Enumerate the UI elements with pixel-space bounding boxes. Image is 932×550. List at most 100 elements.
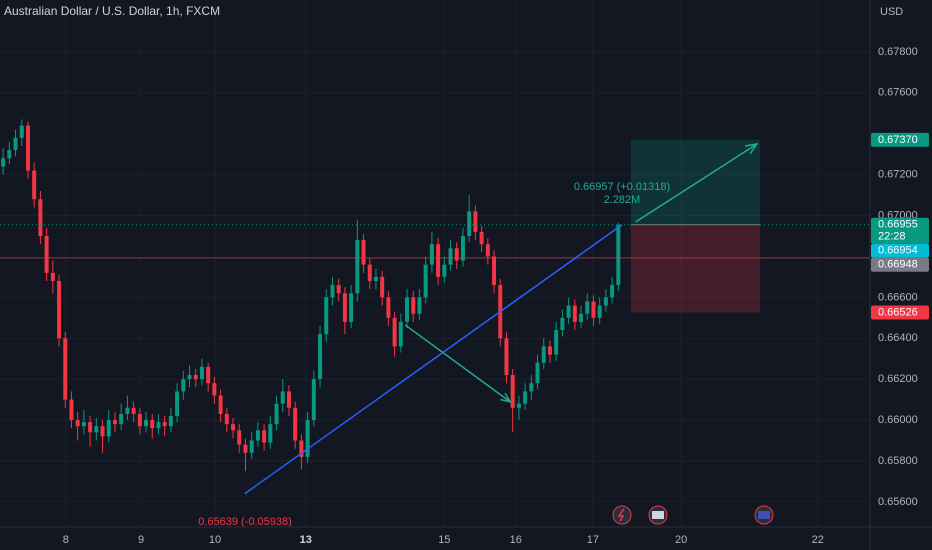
candle-body xyxy=(554,330,559,355)
candle-body xyxy=(112,420,117,425)
event-icon xyxy=(617,508,625,522)
candle-body xyxy=(504,338,509,376)
candle-body xyxy=(485,244,490,257)
candle-body xyxy=(249,440,254,453)
candle-body xyxy=(417,297,422,314)
candle-body xyxy=(448,248,453,265)
y-tick-label: 0.66200 xyxy=(878,373,918,385)
candle-body xyxy=(94,426,99,433)
candle-body xyxy=(156,422,161,429)
candle-body xyxy=(460,235,465,261)
candle-body xyxy=(318,334,323,380)
candle-body xyxy=(57,280,62,339)
candle-body xyxy=(224,413,229,425)
price-badge xyxy=(871,132,929,147)
candle-body xyxy=(125,407,130,414)
candle-body xyxy=(119,413,124,425)
candle-body xyxy=(436,244,441,277)
candle-body xyxy=(255,430,260,441)
candle-body xyxy=(299,440,304,457)
candle-body xyxy=(286,391,291,408)
price-badge-label: 0.66954 xyxy=(878,245,918,257)
candle-body xyxy=(479,231,484,245)
candle-body xyxy=(355,240,360,294)
candle-body xyxy=(69,399,74,421)
candle-body xyxy=(523,391,528,404)
candle-body xyxy=(386,297,391,318)
candle-body xyxy=(547,346,552,355)
candle-body xyxy=(367,264,372,281)
candle-body xyxy=(187,375,192,380)
candle-body xyxy=(398,321,403,347)
candle-body xyxy=(442,264,447,277)
candle-body xyxy=(336,285,341,294)
candle-body xyxy=(168,415,173,427)
price-badge xyxy=(871,243,929,258)
candle-body xyxy=(81,422,86,427)
candle-body xyxy=(467,211,472,236)
position-volume: 2.282M xyxy=(604,194,641,206)
candle-body xyxy=(529,383,534,392)
event-icon[interactable] xyxy=(612,505,632,525)
candle-body xyxy=(411,297,416,314)
low-label: 0.65639 (-0.05938) xyxy=(198,516,292,528)
y-tick-label: 0.66600 xyxy=(878,291,918,303)
flag xyxy=(652,511,664,519)
candle-body xyxy=(199,366,204,380)
price-badge-label: 0.67370 xyxy=(878,134,918,146)
candle-body xyxy=(231,424,236,431)
candle-body xyxy=(380,276,385,298)
candle-body xyxy=(7,150,12,159)
x-tick-label: 16 xyxy=(510,534,522,546)
candle-body xyxy=(392,317,397,347)
candle-body xyxy=(131,407,136,414)
x-tick-label: 8 xyxy=(63,534,69,546)
x-tick-label: 13 xyxy=(300,534,312,546)
candle-body xyxy=(293,407,298,441)
x-tick-label: 15 xyxy=(438,534,450,546)
y-tick-label: 0.67200 xyxy=(878,169,918,181)
candle-body xyxy=(516,403,521,408)
candle-body xyxy=(603,297,608,306)
y-tick-label: 0.65800 xyxy=(878,455,918,467)
trendline xyxy=(244,224,623,495)
y-tick-label: 0.66000 xyxy=(878,414,918,426)
candle-body xyxy=(597,305,602,318)
candle-body xyxy=(454,248,459,261)
candle-body xyxy=(342,293,347,322)
candle-body xyxy=(616,224,621,286)
overlay: 0.66957 (+0.01318)2.282M 0.65639 (-0.0593… xyxy=(0,139,870,528)
candle-body xyxy=(492,256,497,286)
candle-body xyxy=(280,391,285,404)
candle-body xyxy=(591,301,596,318)
price-badge-label: 0.66948 xyxy=(878,259,918,271)
price-badge-label: 0.66526 xyxy=(878,306,918,318)
cross-arrow xyxy=(404,324,511,403)
candle-body xyxy=(1,158,6,167)
candle-body xyxy=(162,422,167,427)
candle-body xyxy=(429,244,434,265)
candle-body xyxy=(237,430,242,445)
candle-body xyxy=(579,313,584,322)
candle-body xyxy=(361,240,366,265)
y-tick-label: 0.67600 xyxy=(878,87,918,99)
x-tick-label: 22 xyxy=(812,534,824,546)
candle-body xyxy=(32,170,37,200)
flag xyxy=(758,511,770,519)
candle-body xyxy=(13,137,18,151)
candle-body xyxy=(572,305,577,322)
candle-body xyxy=(175,391,180,416)
candle-body xyxy=(218,395,223,414)
candle-body xyxy=(106,420,111,437)
candle-body xyxy=(405,297,410,322)
event-icons xyxy=(612,505,774,525)
position-arrow xyxy=(635,143,758,223)
position-arrow-head xyxy=(744,142,759,155)
candle-body xyxy=(63,338,68,400)
candle-body xyxy=(305,420,310,457)
candle-body xyxy=(206,366,211,384)
y-tick-label: 0.67800 xyxy=(878,46,918,58)
candle-body xyxy=(268,424,273,443)
